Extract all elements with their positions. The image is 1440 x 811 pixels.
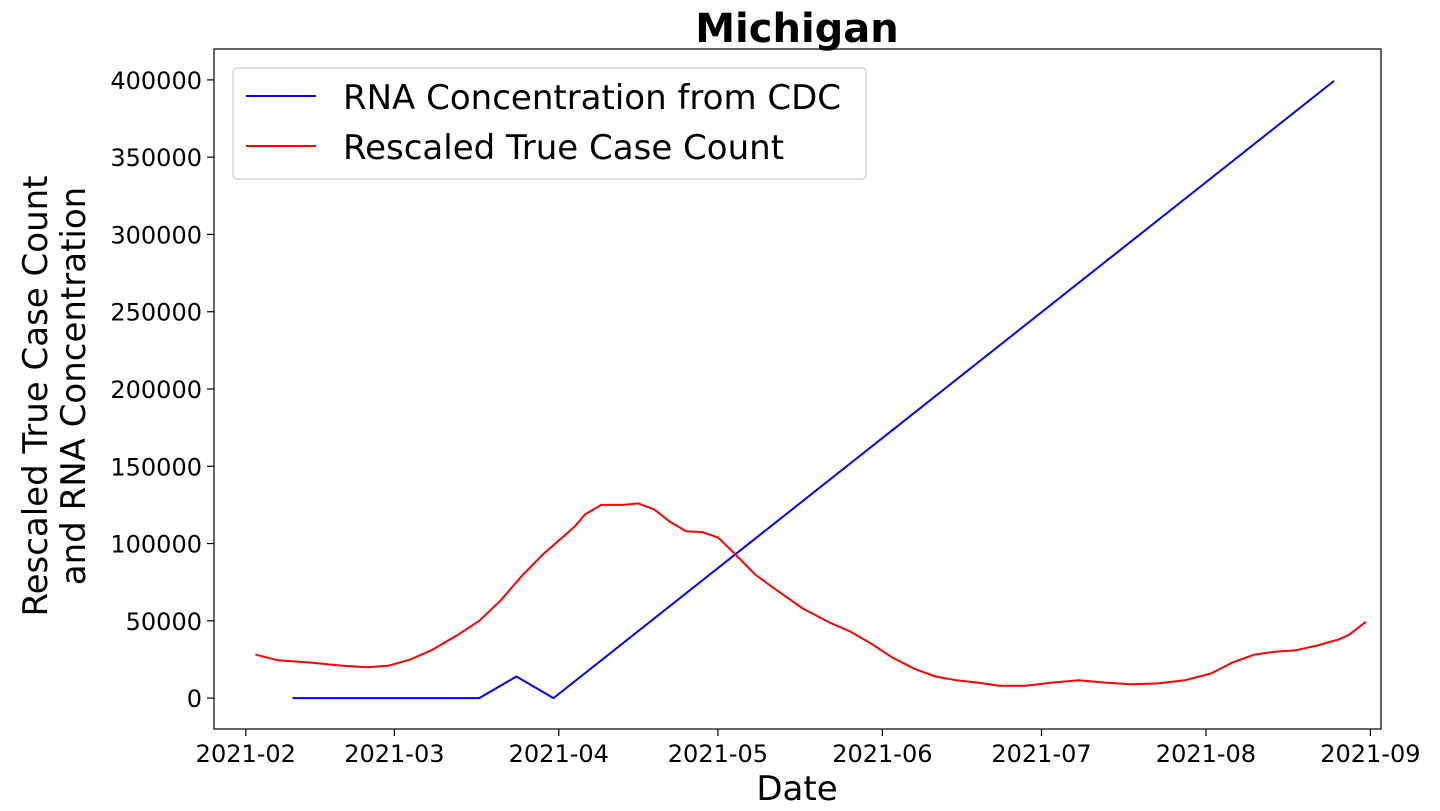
x-tick-label: 2021-09 xyxy=(1320,740,1420,768)
legend: RNA Concentration from CDC Rescaled True… xyxy=(232,67,867,180)
y-tick-label: 250000 xyxy=(110,299,202,327)
y-axis-title-line-2: and RNA Concentration xyxy=(54,187,94,585)
legend-label-rna-concentration: RNA Concentration from CDC xyxy=(343,78,841,118)
y-tick-label: 0 xyxy=(187,685,202,713)
x-tick-label: 2021-06 xyxy=(832,740,932,768)
y-tick-label: 300000 xyxy=(110,221,202,249)
plot-area xyxy=(255,80,1367,700)
y-tick-label: 200000 xyxy=(110,376,202,404)
axis-ticks: 2021-02 2021-03 2021-04 2021-05 2021-06 2021-… xyxy=(110,67,1420,768)
legend-label-true-case-count: Rescaled True Case Count xyxy=(343,128,784,168)
y-tick-label: 100000 xyxy=(110,531,202,559)
y-tick-label: 350000 xyxy=(110,144,202,172)
legend-box xyxy=(232,67,867,180)
x-tick-label: 2021-07 xyxy=(991,740,1091,768)
y-axis-title-line-1: Rescaled True Case Count xyxy=(16,175,56,616)
series-line-rna-concentration xyxy=(292,80,1335,700)
x-tick-label: 2021-05 xyxy=(668,740,768,768)
x-tick-label: 2021-04 xyxy=(509,740,609,768)
x-tick-label: 2021-03 xyxy=(344,740,444,768)
x-tick-label: 2021-08 xyxy=(1156,740,1256,768)
y-tick-label: 150000 xyxy=(110,453,202,481)
chart-title: Michigan xyxy=(695,6,899,52)
y-tick-label: 400000 xyxy=(110,67,202,95)
x-axis-title: Date xyxy=(756,769,837,809)
series-line-true-case-count xyxy=(255,502,1367,687)
x-tick-label: 2021-02 xyxy=(196,740,296,768)
y-tick-label: 50000 xyxy=(126,608,202,636)
